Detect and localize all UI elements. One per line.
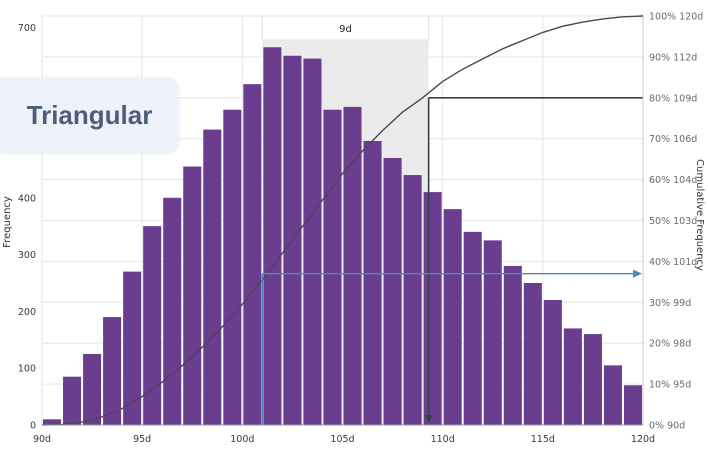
histogram-bar [563, 328, 582, 425]
histogram-bar [343, 106, 362, 425]
histogram-bar [83, 353, 102, 425]
histogram-bar [183, 166, 202, 425]
y2-tick-label: 90% 112d [649, 52, 697, 63]
histogram-bar [123, 271, 142, 425]
histogram-bar [223, 109, 242, 426]
histogram-bar [623, 385, 642, 425]
histogram-bar [383, 158, 402, 425]
percentile-markers [261, 97, 643, 425]
histogram-bar [463, 231, 482, 425]
axes: 90d 95d 100d 105d 110d 115d 120d 0 100 200 300 400 7… [18, 12, 703, 446]
y-tick-label: 700 [18, 23, 36, 34]
histogram-bar [103, 317, 122, 425]
histogram-bar [583, 334, 602, 425]
histogram-bar [303, 58, 322, 426]
histogram-bar [43, 419, 62, 425]
histogram-bar [363, 140, 382, 425]
range-band-label: 9d [339, 24, 352, 35]
y2-tick-label: 70% 106d [649, 134, 697, 145]
y2-tick-label: 80% 109d [649, 93, 697, 104]
x-tick-label: 90d [33, 434, 51, 445]
histogram-bar [263, 47, 282, 426]
y2-tick-label: 60% 104d [649, 175, 697, 186]
histogram-bar [243, 84, 262, 426]
y-tick-label: 300 [18, 250, 36, 261]
histogram-bars [43, 47, 642, 426]
histogram-bar [423, 192, 442, 425]
y-axis-title: Frequency [2, 196, 13, 248]
x-tick-label: 120d [631, 434, 655, 445]
y2-tick-label: 30% 99d [649, 298, 691, 309]
histogram-bar [503, 265, 522, 425]
y-tick-label: 100 [18, 364, 36, 375]
x-tick-label: 110d [431, 434, 455, 445]
x-tick-label: 100d [230, 434, 254, 445]
y2-axis-title: Cumulative Frequency [694, 159, 705, 271]
y2-tick-label: 50% 103d [649, 216, 697, 227]
x-tick-label: 105d [330, 434, 354, 445]
y2-tick-label: 0% 90d [649, 421, 685, 432]
p80-arrowhead [424, 415, 433, 423]
distribution-label: Triangular [26, 99, 153, 130]
y-tick-label: 200 [18, 307, 36, 318]
histogram-bar [63, 376, 82, 425]
y2-tick-label: 10% 95d [649, 380, 691, 391]
y2-tick-label: 100% 120d [649, 12, 703, 23]
distribution-badge: Triangular [0, 77, 179, 153]
histogram-bar [543, 300, 562, 425]
y2-tick-label: 40% 101d [649, 257, 697, 268]
x-tick-label: 95d [133, 434, 151, 445]
y-tick-label: 400 [18, 193, 36, 204]
x-tick-label: 115d [531, 434, 555, 445]
histogram-bar [323, 109, 342, 426]
histogram-bar [403, 175, 422, 425]
cumulative-curve-line [41, 15, 644, 426]
y-tick-label: 0 [30, 421, 36, 432]
y2-tick-label: 20% 98d [649, 339, 691, 350]
histogram-bar [483, 240, 502, 425]
range-band-header [261, 15, 430, 41]
histogram-bar [603, 365, 622, 425]
histogram-bar [203, 129, 222, 425]
mean-arrowhead [633, 269, 642, 278]
histogram-bar [523, 282, 542, 425]
histogram-bar [143, 226, 162, 425]
histogram-bar [163, 197, 182, 425]
histogram-bar [443, 209, 462, 425]
